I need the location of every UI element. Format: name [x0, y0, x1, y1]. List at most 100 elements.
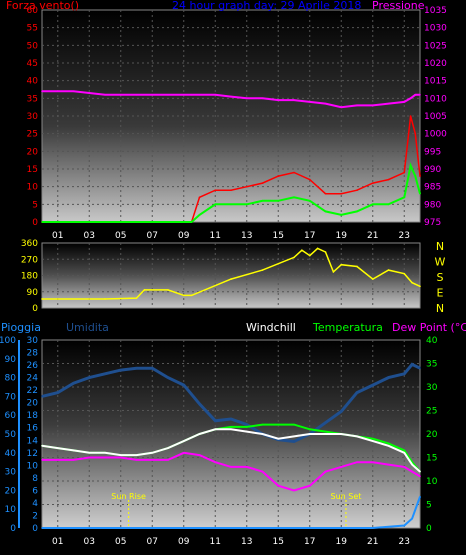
- humidity-point: [387, 376, 390, 379]
- rain-point: [214, 527, 217, 529]
- wind-point: [277, 175, 280, 177]
- humidity-point: [56, 391, 59, 394]
- wind-point: [245, 185, 248, 188]
- compass-label: W: [435, 256, 446, 269]
- dewpoint-point: [277, 484, 280, 487]
- windchill-point: [261, 433, 264, 435]
- hour-tick-label: 05: [115, 231, 126, 241]
- rain-tick-label: 22: [27, 386, 38, 396]
- wind-axis-label: Forza vento(): [6, 0, 79, 12]
- direction-point: [41, 298, 43, 300]
- compass-label: S: [437, 271, 444, 284]
- pressure-point: [41, 90, 43, 93]
- humidity-point: [324, 421, 327, 424]
- pressure-tick-label: 985: [424, 183, 441, 193]
- windchill-point: [340, 433, 343, 435]
- wind-point: [340, 192, 343, 195]
- gust-point: [198, 214, 201, 216]
- rain-tick-label: 6: [32, 486, 38, 496]
- humidity-point: [182, 384, 185, 386]
- gust-point: [409, 164, 412, 167]
- direction-point: [104, 298, 106, 300]
- windchill-point: [135, 454, 138, 456]
- direction-point: [419, 285, 421, 288]
- humidity-tick-label: 70: [5, 392, 17, 402]
- rain-tick-label: 18: [27, 411, 39, 421]
- dewpoint-point: [198, 454, 201, 456]
- humidity-point: [245, 423, 248, 426]
- rain-point: [411, 517, 413, 520]
- wind-tick-label: 10: [27, 183, 39, 193]
- wind-tick-label: 25: [27, 130, 38, 140]
- humidity-series: [41, 362, 421, 444]
- rain-point: [371, 527, 374, 529]
- direction-point: [293, 256, 295, 259]
- windchill-point: [198, 433, 201, 435]
- hour-tick-label: 17: [304, 231, 315, 241]
- wind-point: [387, 178, 390, 181]
- rain-point: [340, 527, 343, 529]
- wind-point: [356, 189, 358, 191]
- humidity-tick-label: 90: [5, 355, 17, 365]
- rain-point: [308, 527, 311, 529]
- humidity-point: [214, 420, 217, 422]
- wind-tick-label: 60: [27, 6, 39, 16]
- humidity-tick-label: 40: [5, 449, 17, 459]
- pressure-point: [135, 94, 138, 96]
- pressure-point: [277, 99, 280, 101]
- rain-label: Pioggia: [1, 321, 41, 334]
- dewpoint-point: [340, 466, 343, 468]
- direction-point: [340, 263, 343, 266]
- wind-point: [324, 192, 327, 195]
- gust-point: [230, 203, 232, 206]
- pressure-point: [261, 97, 264, 100]
- dewpoint-point: [88, 456, 91, 459]
- humidity-point: [230, 418, 232, 420]
- gust-point: [356, 210, 358, 213]
- rain-point: [135, 527, 138, 529]
- humidity-point: [88, 376, 91, 379]
- pressure-point: [409, 97, 412, 100]
- dewpoint-point: [214, 461, 217, 464]
- hour-tick-label: 19: [336, 537, 348, 547]
- humidity-point: [119, 369, 122, 371]
- pressure-tick-label: 980: [424, 200, 441, 210]
- rain-point: [198, 527, 201, 529]
- direction-tick-label: 90: [27, 288, 39, 298]
- pressure-point: [167, 94, 169, 96]
- dewpoint-label: Dew Point (°C): [392, 321, 466, 334]
- pressure-point: [214, 94, 217, 96]
- hour-tick-label: 07: [147, 537, 158, 547]
- windchill-point: [419, 470, 421, 473]
- dewpoint-point: [151, 459, 154, 461]
- humidity-point: [356, 391, 358, 394]
- hour-tick-label: 11: [210, 537, 221, 547]
- humidity-point: [135, 367, 138, 370]
- windchill-point: [356, 435, 358, 438]
- hour-tick-label: 09: [178, 537, 190, 547]
- hour-tick-label: 07: [147, 231, 158, 241]
- hour-tick-label: 23: [399, 231, 410, 241]
- direction-point: [230, 278, 232, 280]
- temperature-point: [403, 449, 406, 452]
- wind-tick-label: 30: [27, 112, 39, 122]
- rain-point: [324, 527, 327, 529]
- rain-point: [419, 495, 421, 498]
- pressure-tick-label: 1035: [424, 6, 447, 16]
- humidity-tick-label: 20: [5, 486, 17, 496]
- windchill-point: [104, 452, 106, 454]
- temperature-label: Temperatura: [312, 321, 383, 334]
- direction-point: [371, 278, 374, 280]
- dewpoint-point: [371, 461, 374, 464]
- rain-point: [41, 527, 43, 529]
- direction-point: [190, 294, 193, 297]
- gust-point: [371, 203, 374, 206]
- wind-tick-label: 50: [27, 41, 39, 51]
- direction-tick-label: 360: [21, 239, 38, 249]
- hour-tick-label: 11: [210, 231, 221, 241]
- rain-point: [56, 527, 59, 529]
- event-label: Sun Rise: [111, 492, 146, 501]
- pressure-tick-label: 1030: [424, 24, 447, 34]
- humidity-point: [151, 367, 154, 370]
